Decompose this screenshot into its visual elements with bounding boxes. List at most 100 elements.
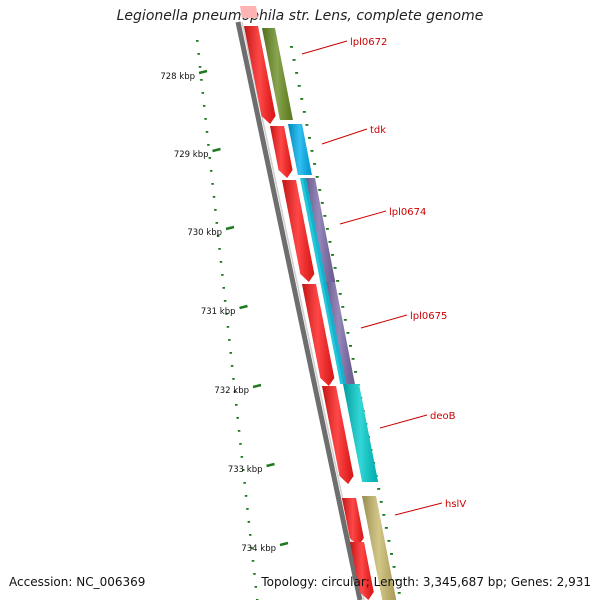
kbp-label: 729 kbp xyxy=(174,150,209,160)
kbp-tick xyxy=(266,462,275,468)
guide-dot-outer xyxy=(336,280,340,282)
guide-dot-outer xyxy=(351,358,355,360)
guide-dot-outer xyxy=(348,345,352,347)
gene-leader-line xyxy=(360,314,408,329)
guide-dot-inner xyxy=(204,118,207,120)
guide-dot-inner xyxy=(207,144,210,146)
guide-dot-outer xyxy=(338,293,342,295)
guide-dot-outer xyxy=(377,488,381,490)
guide-dot-outer xyxy=(395,579,399,581)
guide-dot-inner xyxy=(208,157,212,159)
feature-band-shade xyxy=(343,384,379,482)
guide-dot-outer xyxy=(331,254,335,256)
guide-dot-inner xyxy=(246,508,249,510)
guide-dot-inner xyxy=(211,183,214,185)
guide-dot-inner xyxy=(215,222,219,224)
feature-track xyxy=(262,28,397,600)
guide-dot-inner xyxy=(242,469,245,471)
guide-dot-inner xyxy=(233,391,237,393)
guide-dot-inner xyxy=(243,482,246,484)
kbp-label: 734 kbp xyxy=(241,544,276,554)
guide-dot-inner xyxy=(202,105,206,107)
guide-dot-inner xyxy=(254,586,258,588)
guide-dot-inner xyxy=(253,573,256,575)
guide-dot-outer xyxy=(343,319,347,321)
kbp-tick xyxy=(225,225,235,231)
guide-dot-inner xyxy=(251,560,255,562)
guide-dot-outer xyxy=(354,371,358,373)
cds-arrow-shade xyxy=(282,180,315,282)
guide-dot-inner xyxy=(197,53,200,55)
guide-dot-outer xyxy=(315,176,319,178)
guide-dot-outer xyxy=(290,46,293,48)
gene-label: deoB xyxy=(430,411,456,422)
guide-dot-outer xyxy=(318,189,322,191)
guide-dot-inner xyxy=(232,378,235,380)
gene-leader-line xyxy=(321,128,368,145)
gene-label: lpl0674 xyxy=(389,207,426,218)
cds-arrow-shade xyxy=(244,26,276,124)
guide-dot-outer xyxy=(341,306,345,308)
kbp-ruler: 728 kbp 729 kbp 730 kbp 731 kbp 732 kbp 733 k… xyxy=(160,69,289,554)
kbp-label: 728 kbp xyxy=(160,72,195,82)
guide-dot-inner xyxy=(212,196,216,198)
guide-dot-inner xyxy=(236,417,239,419)
gene-label: hslV xyxy=(445,499,466,510)
guide-dot-outer xyxy=(323,215,327,217)
guide-dot-outer xyxy=(310,150,314,152)
guide-dot-outer xyxy=(390,553,394,555)
genome-title: Legionella pneumophila str. Lens, comple… xyxy=(116,8,484,24)
guide-dot-inner xyxy=(200,79,203,81)
gene-label: lpl0675 xyxy=(410,311,447,322)
cds-arrow-shade xyxy=(350,542,374,600)
feature-band-shade xyxy=(262,28,293,120)
guide-dot-inner xyxy=(214,209,217,211)
guide-dot-inner xyxy=(196,40,199,42)
guide-dot-outer xyxy=(346,332,350,334)
gene-leader-line xyxy=(394,502,443,516)
guide-dot-inner xyxy=(219,261,223,263)
gene-label-layer: lpl0672 tdk lpl0674 lpl0675 deoB hslV xyxy=(301,37,466,516)
guide-dot-outer xyxy=(392,566,396,568)
guide-dot-outer xyxy=(325,228,329,230)
cds-faded xyxy=(240,6,258,18)
kbp-tick xyxy=(212,147,221,153)
guide-dot-inner xyxy=(221,274,224,276)
guide-dot-outer xyxy=(333,267,337,269)
kbp-label: 730 kbp xyxy=(187,228,222,238)
guide-dot-inner xyxy=(230,365,234,367)
guide-dot-outer xyxy=(379,501,383,503)
feature-band-shade xyxy=(362,496,397,600)
accession-text: Accession: NC_006369 xyxy=(9,575,146,589)
guide-dot-outer xyxy=(382,514,386,516)
feature-band-shade xyxy=(303,178,336,282)
guide-dot-inner xyxy=(235,404,238,406)
cds-track xyxy=(240,6,374,600)
kbp-tick xyxy=(279,541,289,547)
guide-dot-outer xyxy=(292,59,296,61)
kbp-label: 733 kbp xyxy=(228,465,263,475)
guide-dot-inner xyxy=(250,547,253,549)
guide-dot-outer xyxy=(297,85,301,87)
guide-dot-inner xyxy=(222,287,225,289)
guide-dot-inner xyxy=(218,248,221,250)
feature-inner-stripe xyxy=(300,178,347,384)
cds-arrow-shade xyxy=(270,126,293,178)
cds-arrow-shade xyxy=(322,386,354,484)
gene-leader-line xyxy=(339,210,387,225)
guide-dot-inner xyxy=(226,326,230,328)
kbp-tick xyxy=(239,304,248,310)
guide-dot-outer xyxy=(302,111,306,113)
cds-arrow-shade xyxy=(302,284,335,386)
kbp-tick xyxy=(252,383,262,389)
guide-dot-inner xyxy=(244,495,248,497)
guide-dot-inner xyxy=(216,235,220,237)
guide-dot-inner xyxy=(223,300,227,302)
kbp-label: 731 kbp xyxy=(201,307,236,317)
cds-arrow-shade xyxy=(342,498,364,546)
gene-leader-line xyxy=(379,414,428,429)
guide-dot-inner xyxy=(205,131,209,133)
guide-dot-inner xyxy=(228,339,231,341)
